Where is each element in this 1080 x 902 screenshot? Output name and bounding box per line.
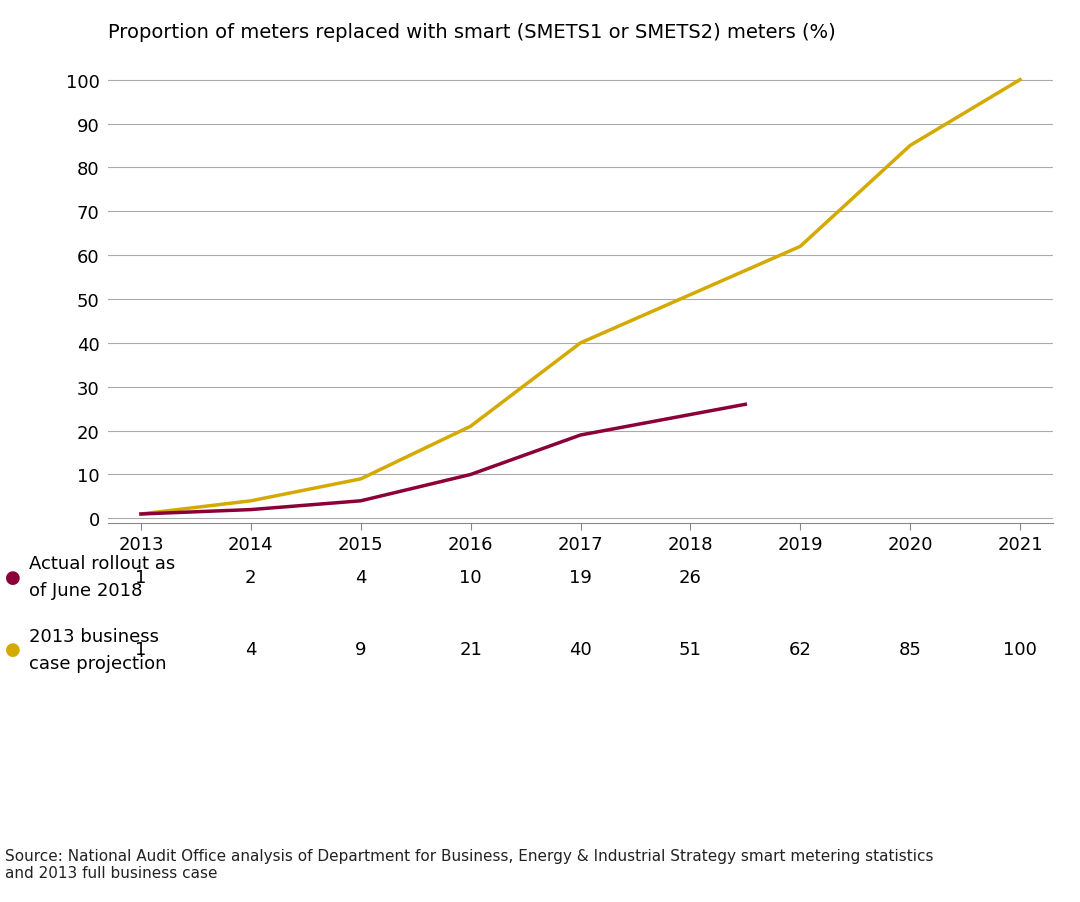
Text: ●: ● [5,640,22,658]
Text: 4: 4 [245,640,257,658]
Text: 1: 1 [135,640,147,658]
Text: 62: 62 [788,640,812,658]
Text: Proportion of meters replaced with smart (SMETS1 or SMETS2) meters (%): Proportion of meters replaced with smart… [108,23,836,41]
Text: case projection: case projection [29,654,166,672]
Text: ●: ● [5,568,22,586]
Text: Actual rollout as: Actual rollout as [29,555,175,573]
Text: 2: 2 [245,568,257,586]
Text: 10: 10 [459,568,482,586]
Text: 2013 business: 2013 business [29,627,159,645]
Text: 4: 4 [355,568,366,586]
Text: of June 2018: of June 2018 [29,582,143,600]
Text: 19: 19 [569,568,592,586]
Text: 100: 100 [1003,640,1037,658]
Text: 51: 51 [679,640,702,658]
Text: 85: 85 [899,640,921,658]
Text: 9: 9 [355,640,366,658]
Text: 1: 1 [135,568,147,586]
Text: 21: 21 [459,640,482,658]
Text: 40: 40 [569,640,592,658]
Text: 26: 26 [679,568,702,586]
Text: Source: National Audit Office analysis of Department for Business, Energy & Indu: Source: National Audit Office analysis o… [5,848,934,880]
